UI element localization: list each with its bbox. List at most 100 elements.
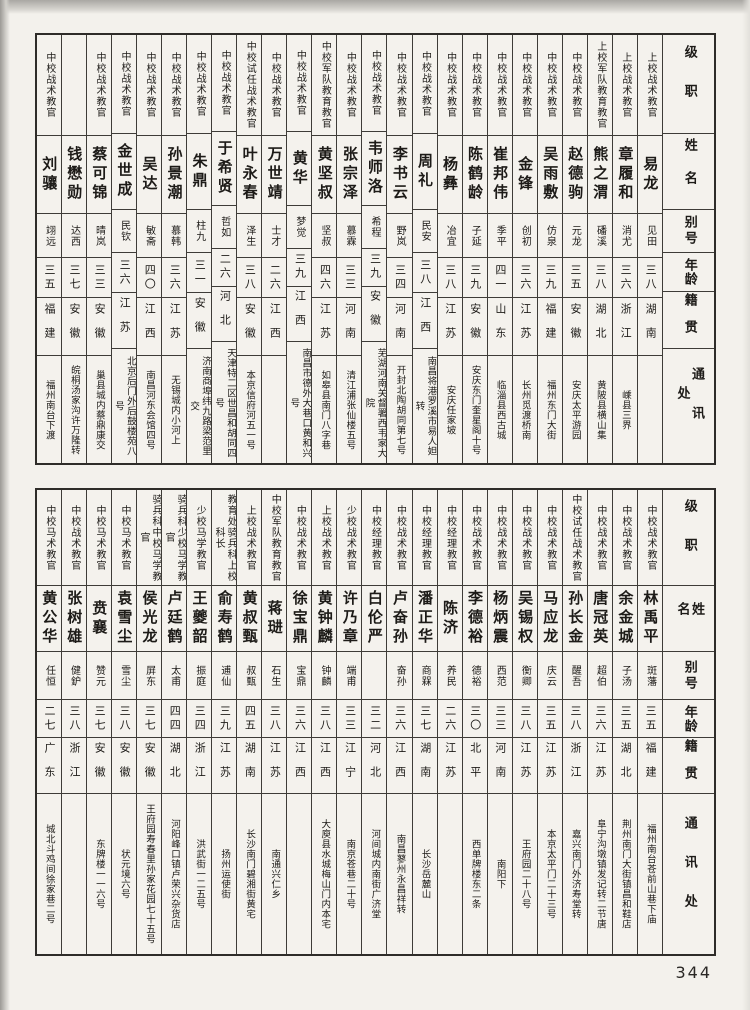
cell-rank: 中校战术教官: [588, 490, 612, 585]
cell-rank-text: 中校战术教官: [569, 52, 581, 118]
cell-rank: 中校经理教官: [438, 490, 462, 585]
cell-name-text: 熊之渭: [591, 146, 610, 203]
cell-address: 扬州运使街: [212, 793, 237, 954]
header-native-text: 籍贯: [681, 738, 697, 793]
cell-hao-text: 宝鼎: [293, 664, 305, 687]
cell-name: 韦师洛: [362, 130, 387, 206]
cell-rank-text: 中校战术教官: [93, 52, 105, 118]
cell-name-text: 黄钟麟: [315, 590, 334, 647]
cell-hao-text: 冶宜: [444, 224, 456, 247]
cell-rank-text: 中校战术教官: [544, 52, 556, 118]
cell-age-text: 三六: [518, 263, 532, 292]
cell-native-text: 江宁: [343, 741, 357, 790]
cell-rank-text: 中校经理教官: [419, 504, 431, 571]
person-column: 上校战术教官 章履和 消尤 三六 浙江 嵊县三界: [611, 35, 637, 463]
cell-hao: 养民: [437, 651, 462, 699]
cell-native-text: 江西: [268, 302, 282, 351]
cell-address: 长沙岳麓山: [412, 793, 437, 954]
cell-hao-text: 德裕: [469, 664, 481, 687]
person-column: 骑兵科少校马学教官 卢廷鹤 太甫 四四 湖北 河阳峰口镇卢荣兴杂货店: [161, 490, 187, 954]
cell-address: 北京后门外后鼓楼苑八号: [111, 348, 137, 463]
cell-native-text: 山东: [493, 302, 507, 351]
cell-hao-text: 晴岚: [93, 224, 105, 247]
cell-native: 湖南: [412, 737, 437, 793]
cell-address-text: 黄陂县横山集: [594, 379, 606, 440]
cell-name-text: 李书云: [390, 146, 409, 203]
cell-age: 三六: [111, 252, 137, 291]
person-column: 中校战术教官 于希贤 哲如 二六 河北 天津特二区世昌和胡同四号: [211, 35, 237, 463]
cell-rank-text: 中校马术教官: [93, 504, 105, 571]
cell-hao: [362, 651, 387, 699]
cell-address-text: 安庆任家坡: [444, 384, 456, 435]
cell-age-text: 三六: [293, 704, 307, 733]
cell-address: 长州觅渡桥南: [512, 355, 537, 463]
cell-age: 三九: [362, 247, 387, 286]
cell-name-text: 韦师洛: [365, 140, 384, 198]
cell-hao: 野岚: [387, 213, 412, 257]
cell-native: 江苏: [212, 737, 237, 793]
cell-name: 朱鼎: [187, 132, 212, 209]
cell-address-text: 安庆东门奎星阁十号: [469, 364, 481, 455]
cell-rank-text: 中校战术教官: [219, 49, 231, 116]
person-column: 中校战术教官 唐冠英 超伯 三六 江苏 阜宁沟墩镇发记转二节唐: [586, 490, 612, 954]
cell-native: 江苏: [587, 737, 612, 793]
cell-name: 杨彝: [437, 135, 462, 213]
cell-address: 安庆东门奎星阁十号: [462, 355, 487, 463]
cell-address-text: 长沙南门碧湘街黄宅: [244, 829, 256, 919]
header-hao-text: 别号: [681, 214, 697, 247]
cell-rank: 中校战术教官: [538, 490, 562, 585]
cell-age-text: 三五: [543, 704, 557, 733]
cell-name-text: 唐冠英: [591, 590, 610, 647]
cell-age-text: 三八: [118, 704, 132, 733]
cell-address: 阜宁沟墩镇发记转二节唐: [587, 793, 612, 954]
cell-native-text: 安徽: [68, 302, 82, 351]
cell-address: 城北斗鸡间徐家巷二号: [36, 793, 61, 954]
cell-age-text: 三九: [543, 263, 557, 292]
cell-native-text: 江西: [418, 296, 432, 345]
cell-name: 卢廷鹤: [162, 585, 187, 651]
cell-rank-text: 中校战术教官: [394, 52, 406, 118]
cell-hao-text: 超伯: [594, 664, 606, 687]
cell-rank: 中校马术教官: [112, 490, 136, 585]
cell-name: 钱懋勋: [61, 135, 86, 213]
cell-native-text: 江苏: [168, 302, 182, 351]
cell-address: 济南商埠纬九路梁范里交: [187, 348, 212, 463]
cell-hao: 振庭: [187, 651, 212, 699]
cell-age: 三六: [287, 699, 312, 737]
cell-hao: 民钦: [111, 209, 137, 252]
cell-address: 南昌蓼州永昌祥转: [387, 793, 412, 954]
cell-age: 三七: [137, 699, 162, 737]
cell-hao-text: 消尤: [619, 224, 631, 247]
header-address-text: 通讯处: [674, 366, 705, 445]
cell-address-text: 河间城内南街广济堂: [369, 829, 381, 919]
cell-hao: 德裕: [462, 651, 487, 699]
cell-native: 江苏: [512, 297, 537, 355]
cell-age: 三五: [637, 699, 662, 737]
cell-native-text: 江苏: [268, 741, 282, 790]
cell-rank-text: 中校战术教官: [344, 52, 356, 118]
cell-age: 三八: [437, 257, 462, 297]
cell-hao-text: 达西: [68, 224, 80, 247]
cell-age-text: 三五: [568, 263, 582, 292]
cell-age-text: 三四: [393, 263, 407, 292]
cell-name: 张树雄: [61, 585, 86, 651]
cell-hao: 季平: [487, 213, 512, 257]
cell-name-text: 叶永春: [240, 146, 259, 203]
cell-age-text: 三六: [168, 263, 182, 292]
cell-native: 浙江: [187, 737, 212, 793]
cell-name-text: 李德裕: [466, 590, 485, 647]
cell-name: 黄叔甄: [237, 585, 262, 651]
cell-rank: 中校战术教官: [287, 490, 311, 585]
cell-rank-text: 教育处骑兵科上校科长: [213, 493, 237, 582]
header-hao: 别号: [663, 208, 714, 252]
cell-name-text: 俞寿鹤: [215, 590, 234, 647]
cell-native-text: 安徽: [193, 296, 207, 345]
cell-age-text: 二六: [268, 263, 282, 292]
cell-native: 河南: [487, 737, 512, 793]
cell-rank: 中校军队教育教官: [312, 35, 336, 135]
cell-native: 江宁: [337, 737, 362, 793]
cell-name-text: 张宗泽: [340, 146, 359, 203]
cell-address: [262, 355, 287, 463]
cell-address-text: 长沙岳麓山: [419, 849, 431, 899]
cell-rank: 中校战术教官: [463, 35, 487, 135]
